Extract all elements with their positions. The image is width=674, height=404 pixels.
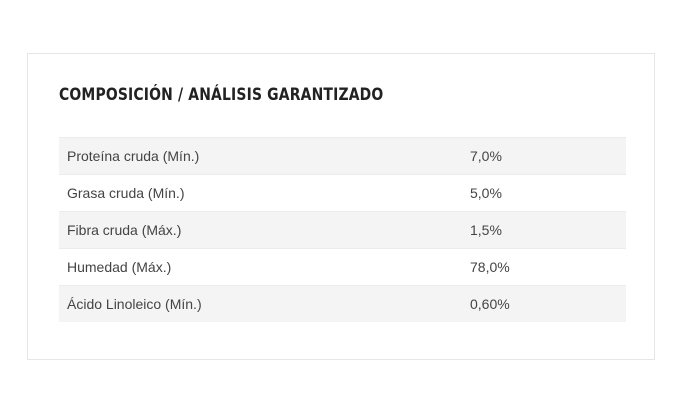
nutrient-value: 7,0% bbox=[470, 148, 502, 164]
nutrient-label: Humedad (Máx.) bbox=[67, 259, 172, 275]
nutrient-value: 5,0% bbox=[470, 185, 502, 201]
nutrient-value: 1,5% bbox=[470, 222, 502, 238]
table-row: Ácido Linoleico (Mín.) 0,60% bbox=[59, 285, 626, 322]
nutrient-label: Grasa cruda (Mín.) bbox=[67, 185, 185, 201]
table-row: Grasa cruda (Mín.) 5,0% bbox=[59, 174, 626, 211]
nutrient-value: 0,60% bbox=[470, 296, 510, 312]
table-row: Humedad (Máx.) 78,0% bbox=[59, 248, 626, 285]
nutrient-value: 78,0% bbox=[470, 259, 510, 275]
section-title: COMPOSICIÓN / ANÁLISIS GARANTIZADO bbox=[59, 85, 384, 105]
nutrient-label: Fibra cruda (Máx.) bbox=[67, 222, 182, 238]
analysis-table: Proteína cruda (Mín.) 7,0% Grasa cruda (… bbox=[59, 137, 626, 322]
table-row: Proteína cruda (Mín.) 7,0% bbox=[59, 137, 626, 174]
table-row: Fibra cruda (Máx.) 1,5% bbox=[59, 211, 626, 248]
analysis-card: COMPOSICIÓN / ANÁLISIS GARANTIZADO Prote… bbox=[27, 53, 655, 360]
nutrient-label: Proteína cruda (Mín.) bbox=[67, 148, 200, 164]
nutrient-label: Ácido Linoleico (Mín.) bbox=[67, 296, 202, 312]
